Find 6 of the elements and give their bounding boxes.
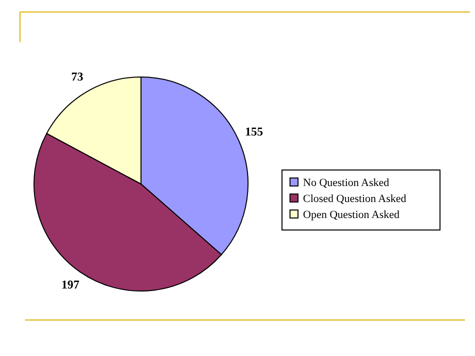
legend-label: Closed Question Asked [303, 193, 407, 205]
legend-label: Open Question Asked [303, 209, 400, 221]
legend-label: No Question Asked [303, 177, 390, 189]
data-label: 155 [244, 124, 263, 139]
data-label: 73 [71, 69, 84, 84]
data-label: 197 [61, 278, 80, 292]
